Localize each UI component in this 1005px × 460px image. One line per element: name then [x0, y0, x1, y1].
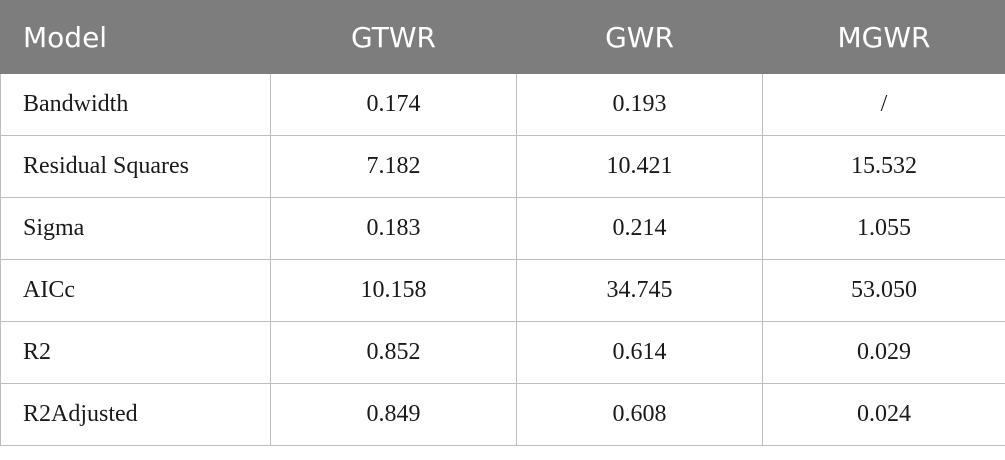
table-row: Sigma 0.183 0.214 1.055: [0, 197, 1005, 260]
header-mgwr: MGWR: [762, 0, 1005, 74]
row-label: R2Adjusted: [0, 383, 271, 446]
row-label: R2: [0, 321, 271, 384]
header-model: Model: [0, 0, 271, 74]
cell-mgwr: 0.024: [762, 383, 1005, 446]
cell-gwr: 0.214: [516, 197, 763, 260]
cell-gtwr: 0.183: [270, 197, 517, 260]
model-comparison-table: Model GTWR GWR MGWR Bandwidth 0.174 0.19…: [0, 0, 1005, 446]
table-row: R2 0.852 0.614 0.029: [0, 321, 1005, 384]
cell-gwr: 0.193: [516, 73, 763, 136]
cell-gtwr: 10.158: [270, 259, 517, 322]
table-row: R2Adjusted 0.849 0.608 0.024: [0, 383, 1005, 446]
cell-mgwr: /: [762, 73, 1005, 136]
row-label: Bandwidth: [0, 73, 271, 136]
cell-mgwr: 0.029: [762, 321, 1005, 384]
table-row: Residual Squares 7.182 10.421 15.532: [0, 135, 1005, 198]
cell-mgwr: 1.055: [762, 197, 1005, 260]
cell-gwr: 34.745: [516, 259, 763, 322]
cell-gwr: 10.421: [516, 135, 763, 198]
cell-mgwr: 53.050: [762, 259, 1005, 322]
table-header: Model GTWR GWR MGWR: [0, 0, 1005, 74]
row-label: Residual Squares: [0, 135, 271, 198]
row-label: Sigma: [0, 197, 271, 260]
cell-gwr: 0.614: [516, 321, 763, 384]
cell-mgwr: 15.532: [762, 135, 1005, 198]
header-gwr: GWR: [516, 0, 763, 74]
row-label: AICc: [0, 259, 271, 322]
table-row: Bandwidth 0.174 0.193 /: [0, 73, 1005, 136]
header-row: Model GTWR GWR MGWR: [0, 0, 1005, 74]
cell-gtwr: 0.852: [270, 321, 517, 384]
table-row: AICc 10.158 34.745 53.050: [0, 259, 1005, 322]
header-gtwr: GTWR: [270, 0, 517, 74]
cell-gtwr: 7.182: [270, 135, 517, 198]
cell-gtwr: 0.849: [270, 383, 517, 446]
cell-gwr: 0.608: [516, 383, 763, 446]
cell-gtwr: 0.174: [270, 73, 517, 136]
table-body: Bandwidth 0.174 0.193 / Residual Squares…: [0, 73, 1005, 446]
